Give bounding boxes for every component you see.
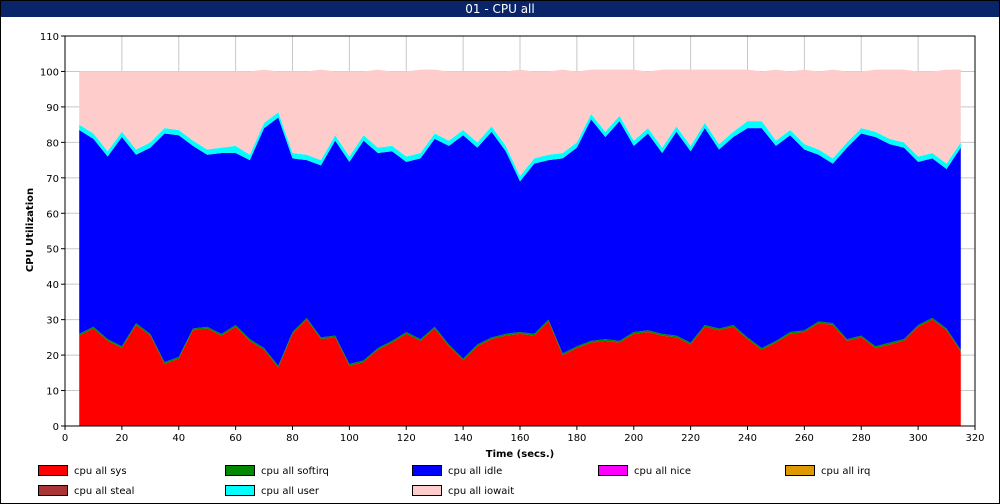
legend-label: cpu all iowait [448, 486, 515, 497]
y-tick-label: 80 [46, 138, 59, 149]
x-tick-label: 60 [229, 433, 242, 444]
legend-label: cpu all irq [821, 466, 871, 477]
legend-item: cpu all sys [38, 464, 127, 479]
window-title: 01 - CPU all [1, 1, 999, 17]
legend-label: cpu all nice [634, 466, 691, 477]
y-tick-label: 30 [46, 316, 59, 327]
x-tick-label: 220 [681, 433, 700, 444]
series-area-cpu-all-user [79, 112, 961, 182]
x-tick-label: 180 [567, 433, 586, 444]
legend-swatch [38, 464, 68, 476]
legend-label: cpu all user [261, 486, 320, 497]
x-tick-label: 240 [738, 433, 757, 444]
series-area-cpu-all-iowait [79, 69, 961, 177]
x-tick-label: 80 [286, 433, 299, 444]
legend-item: cpu all iowait [412, 484, 515, 499]
legend: cpu all sys cpu all softirq cpu all idle cp… [0, 463, 1000, 503]
x-tick-label: 40 [172, 433, 185, 444]
legend-swatch [598, 464, 628, 476]
legend-swatch [785, 464, 815, 476]
y-tick-label: 90 [46, 103, 59, 114]
y-tick-label: 10 [46, 387, 59, 398]
legend-label: cpu all sys [74, 466, 127, 477]
legend-item: cpu all idle [412, 464, 503, 479]
x-axis-label: Time (secs.) [486, 449, 555, 460]
legend-item: cpu all steal [38, 484, 135, 499]
legend-item: cpu all nice [598, 464, 691, 479]
x-tick-label: 120 [397, 433, 416, 444]
y-tick-label: 110 [40, 32, 59, 43]
x-tick-label: 140 [454, 433, 473, 444]
legend-swatch [412, 464, 442, 476]
y-tick-label: 40 [46, 280, 59, 291]
y-tick-label: 100 [40, 67, 59, 78]
y-tick-label: 20 [46, 351, 59, 362]
legend-item: cpu all softirq [225, 464, 329, 479]
y-tick-label: 60 [46, 209, 59, 220]
legend-item: cpu all user [225, 484, 320, 499]
legend-label: cpu all steal [74, 486, 135, 497]
legend-label: cpu all softirq [261, 466, 329, 477]
x-tick-label: 200 [624, 433, 643, 444]
series-area-cpu-all-sys [79, 319, 961, 426]
y-tick-label: 0 [53, 422, 59, 433]
legend-item: cpu all irq [785, 464, 871, 479]
x-tick-label: 20 [116, 433, 129, 444]
x-tick-label: 160 [510, 433, 529, 444]
legend-label: cpu all idle [448, 466, 503, 477]
x-tick-label: 320 [965, 433, 984, 444]
y-tick-label: 50 [46, 245, 59, 256]
x-tick-label: 100 [340, 433, 359, 444]
legend-swatch [225, 464, 255, 476]
y-tick-label: 70 [46, 174, 59, 185]
x-tick-label: 260 [795, 433, 814, 444]
y-axis-label: CPU Utilization [25, 188, 36, 272]
x-tick-label: 300 [909, 433, 928, 444]
x-tick-label: 280 [852, 433, 871, 444]
legend-swatch [225, 484, 255, 496]
legend-swatch [38, 484, 68, 496]
legend-swatch [412, 484, 442, 496]
chart-canvas: 0 10 20 30 40 50 60 70 80 90 100 110 0 20 40 60 80 100 120… [25, 32, 985, 460]
x-tick-label: 0 [62, 433, 68, 444]
series-area-cpu-all-idle [79, 117, 961, 366]
series-area-cpu-all-softirq [79, 317, 961, 368]
